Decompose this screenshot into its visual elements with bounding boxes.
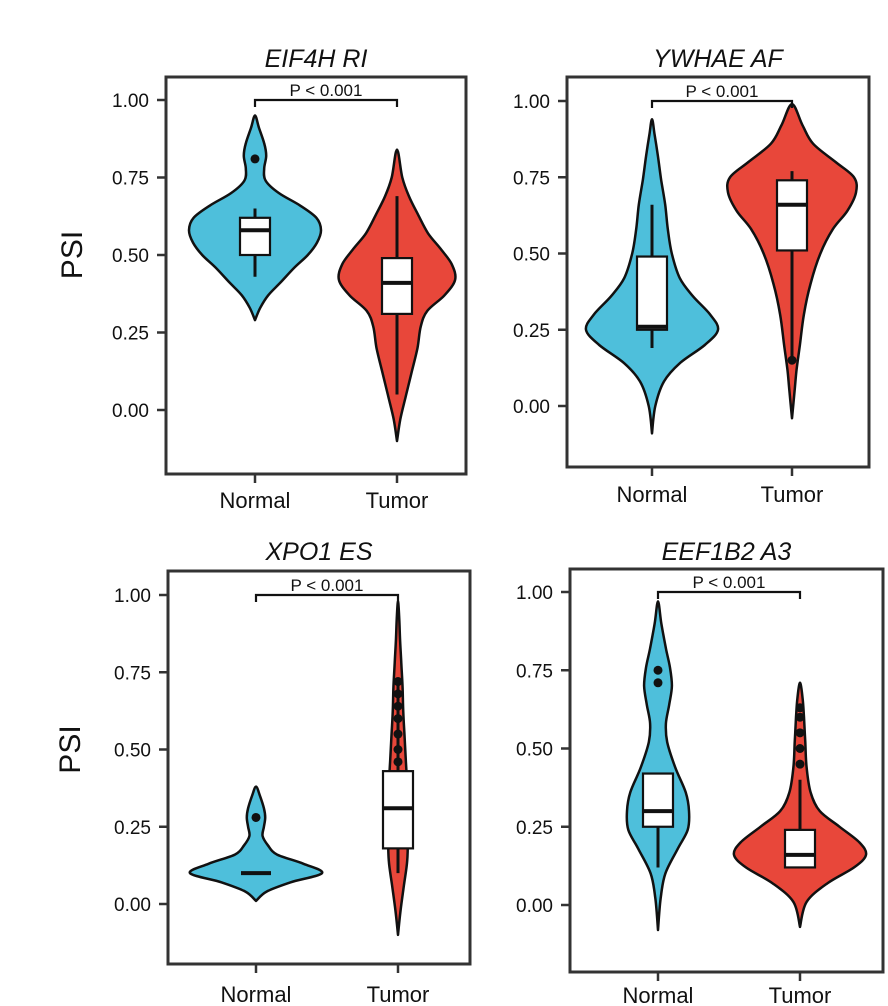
x-category-label: Tumor	[367, 982, 430, 1006]
y-tick-label: 0.25	[513, 321, 550, 342]
y-tick-label: 0.50	[516, 740, 553, 761]
violin-normal	[187, 114, 323, 322]
outlier-point	[393, 701, 403, 711]
bracket-line	[650, 99, 794, 108]
p-value-label: P < 0.001	[290, 81, 363, 100]
y-tick-label: 0.75	[112, 169, 149, 190]
y-tick-label: 0.25	[112, 324, 149, 345]
x-category-label: Normal	[220, 488, 291, 513]
panel-title: XPO1 ES	[265, 538, 373, 566]
outlier-point	[251, 812, 261, 822]
violin-tumor	[337, 148, 457, 443]
x-category-label: Normal	[617, 482, 688, 507]
box-iqr	[238, 216, 272, 257]
x-category-label: Tumor	[366, 488, 429, 513]
outlier-point	[795, 712, 805, 722]
outlier-point	[250, 154, 260, 164]
plot-frame	[565, 75, 871, 469]
outlier-point	[653, 678, 663, 688]
y-axis-label: PSI	[54, 725, 87, 773]
violin-tumor	[732, 681, 868, 929]
significance-bracket: P < 0.001	[254, 576, 400, 602]
panel-title: EIF4H RI	[265, 45, 368, 73]
y-tick-label: 0.25	[516, 818, 553, 839]
y-tick-label: 0.75	[516, 661, 553, 682]
y-tick-label: 1.00	[516, 583, 553, 604]
outlier-point	[393, 677, 403, 687]
p-value-label: P < 0.001	[686, 82, 759, 101]
x-category-label: Normal	[221, 982, 292, 1006]
violin-tumor	[381, 599, 415, 937]
box-iqr	[783, 828, 817, 869]
outlier-point	[787, 355, 797, 365]
box-iqr	[641, 772, 675, 828]
y-tick-label: 0.25	[114, 818, 151, 839]
y-tick-label: 0.50	[513, 245, 550, 266]
panel-2: YWHAE AF 0.00 0.25 0.50 0.75 1.00 Normal Tumor P…	[513, 45, 871, 507]
outlier-point	[795, 744, 805, 753]
outlier-point	[393, 757, 403, 767]
outlier-point	[393, 689, 403, 699]
y-tick-label: 1.00	[513, 92, 550, 113]
violin-shape	[188, 785, 324, 903]
box-iqr	[775, 179, 809, 252]
violin-tumor	[726, 102, 858, 420]
significance-bracket: P < 0.001	[650, 82, 794, 108]
plot-frame	[568, 567, 885, 974]
plot-frame	[166, 569, 472, 966]
y-tick-label: 1.00	[112, 91, 149, 112]
outlier-point	[393, 745, 403, 754]
y-tick-label: 0.75	[513, 168, 550, 189]
violin-normal	[584, 118, 720, 435]
x-category-label: Tumor	[769, 983, 832, 1006]
box-iqr	[635, 255, 669, 331]
significance-bracket: P < 0.001	[253, 81, 399, 107]
y-tick-label: 0.00	[516, 896, 553, 917]
p-value-label: P < 0.001	[693, 573, 766, 592]
y-axis-label: PSI	[56, 231, 89, 279]
x-category-label: Tumor	[761, 482, 824, 507]
panel-title: YWHAE AF	[653, 45, 784, 73]
bracket-line	[253, 98, 399, 107]
box-iqr	[380, 257, 414, 316]
violin-shape	[625, 600, 691, 932]
panel-title: EEF1B2 A3	[662, 538, 792, 566]
violin-normal	[188, 785, 324, 903]
x-category-label: Normal	[623, 983, 694, 1006]
y-tick-label: 0.75	[114, 663, 151, 684]
panel-4: EEF1B2 A3 0.00 0.25 0.50 0.75 1.00 Normal Tumor…	[516, 538, 885, 1006]
y-tick-label: 0.00	[114, 895, 151, 916]
plot-frame	[164, 75, 468, 476]
y-tick-label: 0.00	[513, 397, 550, 418]
outlier-point	[653, 665, 663, 675]
outlier-point	[795, 703, 805, 713]
outlier-point	[795, 728, 805, 738]
y-tick-label: 0.50	[112, 246, 149, 267]
panel-1: EIF4H RI 0.00 0.25 0.50 0.75 1.00 PSI Normal Tum…	[56, 45, 468, 513]
y-tick-label: 0.50	[114, 741, 151, 762]
violin-normal	[625, 600, 691, 932]
outlier-point	[795, 759, 805, 769]
p-value-label: P < 0.001	[291, 576, 364, 595]
y-tick-label: 0.00	[112, 401, 149, 422]
outlier-point	[393, 729, 403, 739]
significance-bracket: P < 0.001	[656, 573, 802, 599]
bracket-line	[254, 593, 400, 602]
outlier-point	[393, 714, 403, 724]
bracket-line	[656, 590, 802, 599]
y-tick-label: 1.00	[114, 586, 151, 607]
panel-3: XPO1 ES 0.00 0.25 0.50 0.75 1.00 PSI Normal Tumo…	[54, 538, 472, 1006]
